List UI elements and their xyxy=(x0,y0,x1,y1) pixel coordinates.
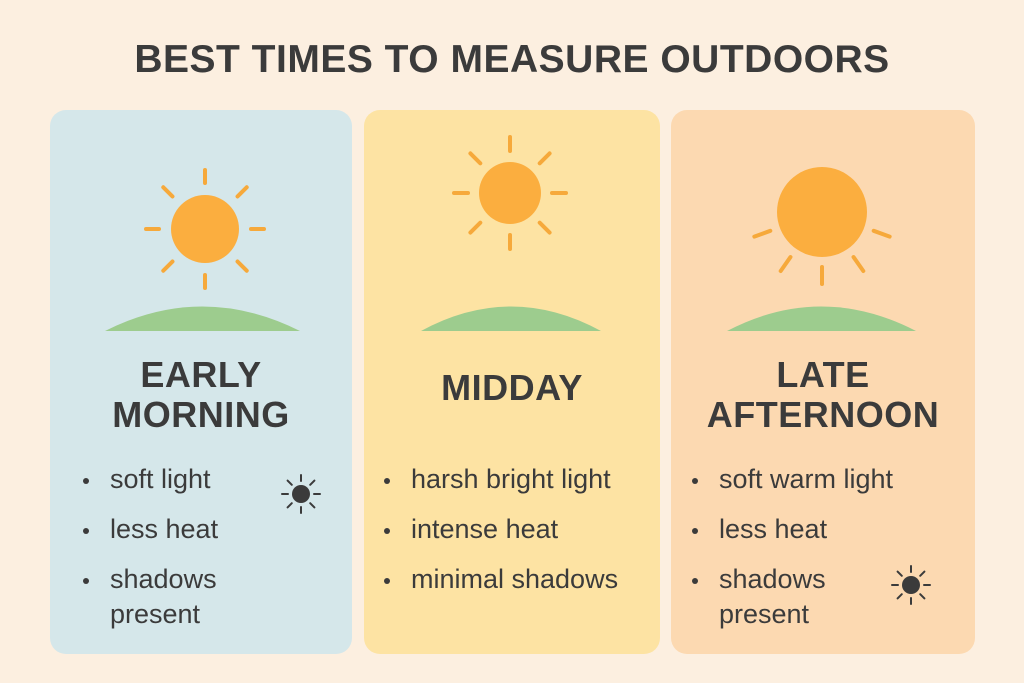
bullet: soft light xyxy=(80,462,260,497)
bullet: shadows present xyxy=(80,562,230,632)
card-title-text: MIDDAY xyxy=(441,367,583,408)
bullet: less heat xyxy=(80,512,260,547)
sun-ray xyxy=(235,185,249,199)
sun-ray xyxy=(286,479,293,486)
card-title: LATE AFTERNOON xyxy=(671,355,975,435)
hill xyxy=(421,306,601,331)
card-title-text: LATE AFTERNOON xyxy=(706,354,940,435)
sun-ray xyxy=(537,151,552,166)
bullet-list: harsh bright light intense heat minimal … xyxy=(381,462,656,612)
sun-ray xyxy=(896,593,903,600)
small-sun xyxy=(902,576,920,594)
sun-ray xyxy=(871,228,892,239)
sun-ray xyxy=(919,593,926,600)
hill xyxy=(105,306,300,331)
bullet: shadows present xyxy=(689,562,839,632)
bullet-list: soft warm light less heat shadows presen… xyxy=(689,462,939,647)
bullet: soft warm light xyxy=(689,462,939,497)
card-title-text: EARLY MORNING xyxy=(112,354,290,435)
page-title: BEST TIMES TO MEASURE OUTDOORS xyxy=(134,38,890,81)
sun xyxy=(171,195,239,263)
card-title: EARLY MORNING xyxy=(50,355,352,435)
bullet: minimal shadows xyxy=(381,562,656,597)
sun-ray xyxy=(752,228,773,239)
bullet: less heat xyxy=(689,512,939,547)
bullet: harsh bright light xyxy=(381,462,656,497)
sun-ray xyxy=(778,255,793,273)
sun-ray xyxy=(468,220,483,235)
sun-ray xyxy=(286,502,293,509)
sun-ray xyxy=(537,220,552,235)
sun-ray xyxy=(309,479,316,486)
sun-ray xyxy=(851,255,866,273)
sun-ray xyxy=(896,570,903,577)
hill xyxy=(727,306,916,331)
sun xyxy=(479,162,541,224)
sun-ray xyxy=(309,502,316,509)
card-title: MIDDAY xyxy=(364,368,660,408)
sun xyxy=(777,167,867,257)
sun-ray xyxy=(468,151,483,166)
bullet-list: soft light less heat shadows present xyxy=(80,462,260,647)
sun-ray xyxy=(161,259,175,273)
sun-ray xyxy=(919,570,926,577)
sun-ray xyxy=(235,259,249,273)
sun-ray xyxy=(161,185,175,199)
small-sun xyxy=(292,485,310,503)
bullet: intense heat xyxy=(381,512,656,547)
